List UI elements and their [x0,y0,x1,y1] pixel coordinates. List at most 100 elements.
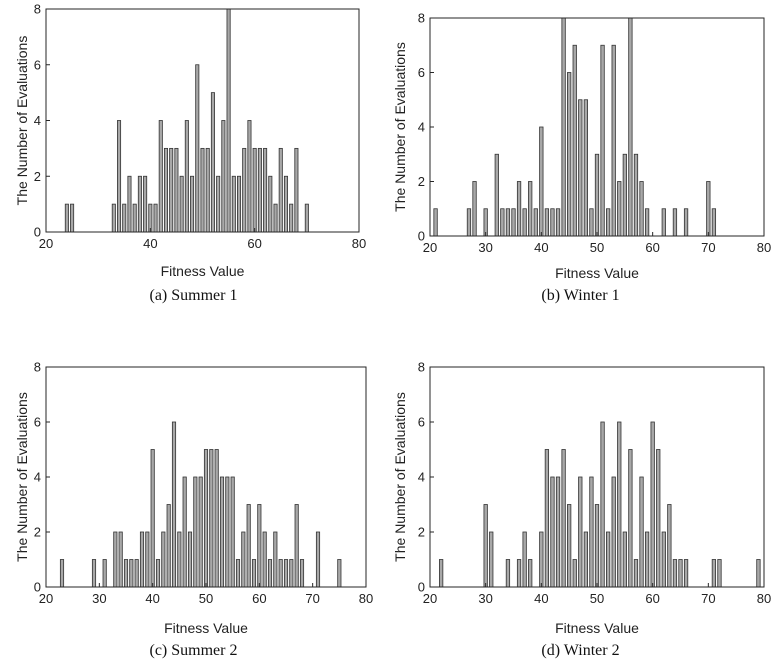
bar [214,449,219,588]
x-tick-label: 70 [701,240,715,255]
chart-svg: 20 30 40 50 60 70 80 0 2 4 6 8 Fitness Value The Numb… [392,360,771,637]
bar [633,559,639,588]
bar [672,208,678,237]
bar [205,147,210,233]
y-tick-label: 2 [418,525,425,540]
bar [466,208,472,237]
bar [122,203,127,233]
bar [678,559,683,588]
x-axis-title: Fitness Value [164,620,248,636]
x-tick-label: 70 [701,591,715,606]
bar [251,559,257,588]
bar [278,147,283,233]
bar [64,203,69,233]
x-tick-label: 20 [423,591,437,606]
bar [567,72,572,237]
bar [137,175,142,233]
bar [711,559,717,588]
bar [522,531,527,588]
x-tick-label: 30 [478,591,492,606]
bar [267,559,273,588]
bar [226,8,231,233]
bar [433,208,438,237]
bar [516,181,522,237]
bar [639,181,644,237]
bar [589,208,594,237]
bar [578,99,583,237]
bar [304,203,309,233]
y-tick-label: 6 [34,415,41,430]
bar [315,531,321,588]
bar [184,120,189,233]
bar [200,147,205,233]
chart-svg: 20 30 40 50 60 70 80 0 2 4 6 8 Fitness Value The Numb… [392,11,771,282]
bar [717,559,722,588]
bar [505,208,511,237]
bar [257,147,262,233]
y-axis-title: The Number of Evaluations [392,392,408,562]
bar [539,126,544,237]
y-axis-title: The Number of Evaluations [14,392,30,562]
bar [299,559,305,588]
bar [606,531,611,588]
bar [278,559,283,588]
bar [268,175,273,233]
bar [123,559,129,588]
bar [594,153,600,237]
chart-svg: 20 40 60 80 0 2 4 6 8 Fitness Value The Number of … [14,2,366,280]
bar [225,476,230,588]
bar [283,559,289,588]
y-tick-label: 8 [34,2,41,17]
bar [439,559,444,588]
x-tick-label: 60 [645,240,659,255]
bar [273,531,278,588]
bar [163,147,168,233]
bar [182,476,187,588]
bar [594,504,600,588]
bar [756,559,761,588]
y-tick-label: 8 [34,360,41,375]
bar [148,203,153,233]
x-tick-label: 40 [145,591,159,606]
bar [539,531,544,588]
bar [483,208,488,237]
bar [505,559,511,588]
bar [155,559,161,588]
y-tick-label: 2 [34,169,41,184]
bar [241,531,246,588]
x-tick-label: 70 [305,591,319,606]
bar [555,476,561,588]
bar [221,120,226,233]
bar [589,476,594,588]
bar [544,449,550,588]
bar [567,504,572,588]
bar [231,175,236,233]
bar [219,476,225,588]
chart-caption: (d) Winter 2 [541,642,620,659]
bar [252,147,257,233]
x-tick-label: 80 [757,240,771,255]
x-axis-title: Fitness Value [555,620,639,636]
bar [617,421,622,588]
bar [578,476,583,588]
bar [633,153,639,237]
y-tick-label: 4 [34,470,41,485]
bar [177,531,182,588]
bar [472,181,477,237]
bar [294,504,299,588]
y-tick-label: 2 [418,174,425,189]
bar [187,531,193,588]
bar [289,559,294,588]
bar [667,504,672,588]
bar [650,421,655,588]
bar [134,559,139,588]
bar [628,17,633,237]
y-tick-label: 8 [418,11,425,26]
bar [158,120,163,233]
x-tick-label: 50 [590,591,604,606]
bar [198,476,203,588]
bar [555,208,561,237]
bar [661,531,666,588]
bar [617,181,622,237]
bar [572,44,577,237]
